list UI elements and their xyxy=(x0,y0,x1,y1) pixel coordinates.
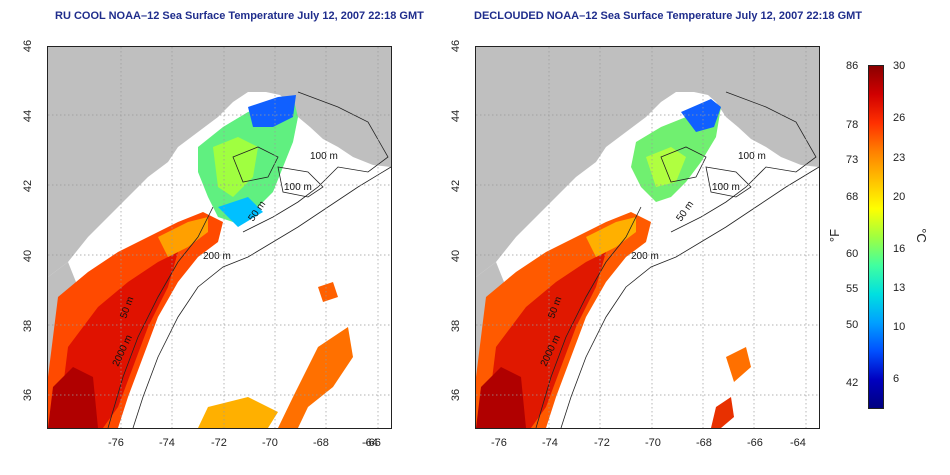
cb-c-20: 20 xyxy=(893,191,906,203)
right-x-tick-76: -76 xyxy=(491,437,507,449)
left-x-tick-72: -72 xyxy=(211,437,227,449)
left-x-tick-68: -68 xyxy=(313,437,329,449)
cb-c-23: 23 xyxy=(893,152,906,164)
r-contour-label-200m: 200 m xyxy=(631,251,659,262)
left-x-tick-64-visible: -64 xyxy=(362,437,378,449)
contour-label-100m-a: 100 m xyxy=(310,151,338,162)
cb-f-68: 68 xyxy=(846,191,859,203)
left-map-graphic: 100 m 100 m 50 m 200 m 50 m 2000 m xyxy=(48,47,391,428)
contour-100m xyxy=(242,91,389,233)
cb-f-73: 73 xyxy=(846,154,859,166)
cb-c-26: 26 xyxy=(893,112,906,124)
right-map: 100 m 100 m 50 m 200 m 50 m 2000 m xyxy=(475,46,820,429)
celsius-unit-label: °C xyxy=(913,228,929,243)
right-y-tick-42: 42 xyxy=(450,179,463,193)
right-x-tick-72: -72 xyxy=(594,437,610,449)
right-panel-title: DECLOUDED NOAA–12 Sea Surface Temperatur… xyxy=(474,10,863,22)
cb-f-42: 42 xyxy=(846,377,859,389)
right-map-graphic: 100 m 100 m 50 m 200 m 50 m 2000 m xyxy=(476,47,819,428)
cb-f-86: 86 xyxy=(846,60,859,72)
contour-label-100m-b: 100 m xyxy=(284,182,312,193)
cb-c-30: 30 xyxy=(893,60,906,72)
left-y-tick-38: 38 xyxy=(22,319,35,333)
grid xyxy=(48,47,391,428)
r-contour-label-100m-a: 100 m xyxy=(738,151,766,162)
contour-200m xyxy=(132,166,391,428)
left-panel-title: RU COOL NOAA–12 Sea Surface Temperature … xyxy=(55,10,424,22)
cb-c-16: 16 xyxy=(893,243,906,255)
right-y-tick-40: 40 xyxy=(450,249,463,263)
left-x-tick-74: -74 xyxy=(159,437,175,449)
left-x-tick-76: -76 xyxy=(108,437,124,449)
left-x-tick-66: -66 xyxy=(365,437,381,449)
cb-f-50: 50 xyxy=(846,319,859,331)
contour-50m xyxy=(107,206,214,428)
right-y-tick-44: 44 xyxy=(450,109,463,123)
cb-f-78: 78 xyxy=(846,119,859,131)
cb-f-55: 55 xyxy=(846,283,859,295)
colorbar xyxy=(868,65,884,409)
right-x-tick-70: -70 xyxy=(645,437,661,449)
cb-f-60: 60 xyxy=(846,248,859,260)
left-y-tick-46: 46 xyxy=(22,39,35,53)
right-x-tick-74: -74 xyxy=(542,437,558,449)
right-x-tick-64: -64 xyxy=(790,437,806,449)
left-x-tick-70: -70 xyxy=(262,437,278,449)
cb-c-10: 10 xyxy=(893,321,906,333)
left-y-tick-44: 44 xyxy=(22,109,35,123)
right-y-tick-36: 36 xyxy=(450,388,463,402)
cb-c-13: 13 xyxy=(893,282,906,294)
left-map: 100 m 100 m 50 m 200 m 50 m 2000 m xyxy=(47,46,392,429)
r-contour-label-100m-b: 100 m xyxy=(712,182,740,193)
left-y-tick-42: 42 xyxy=(22,179,35,193)
cb-c-6: 6 xyxy=(893,373,900,385)
land-north-east xyxy=(48,47,391,277)
right-y-tick-38: 38 xyxy=(450,319,463,333)
r-contour-label-50m-a: 50 m xyxy=(674,199,696,224)
right-y-tick-46: 46 xyxy=(450,39,463,53)
contour-label-200m: 200 m xyxy=(203,251,231,262)
left-y-tick-40: 40 xyxy=(22,249,35,263)
right-x-tick-68: -68 xyxy=(696,437,712,449)
fahrenheit-unit-label: °F xyxy=(827,228,843,243)
right-x-tick-66: -66 xyxy=(747,437,763,449)
left-y-tick-36: 36 xyxy=(22,388,35,402)
